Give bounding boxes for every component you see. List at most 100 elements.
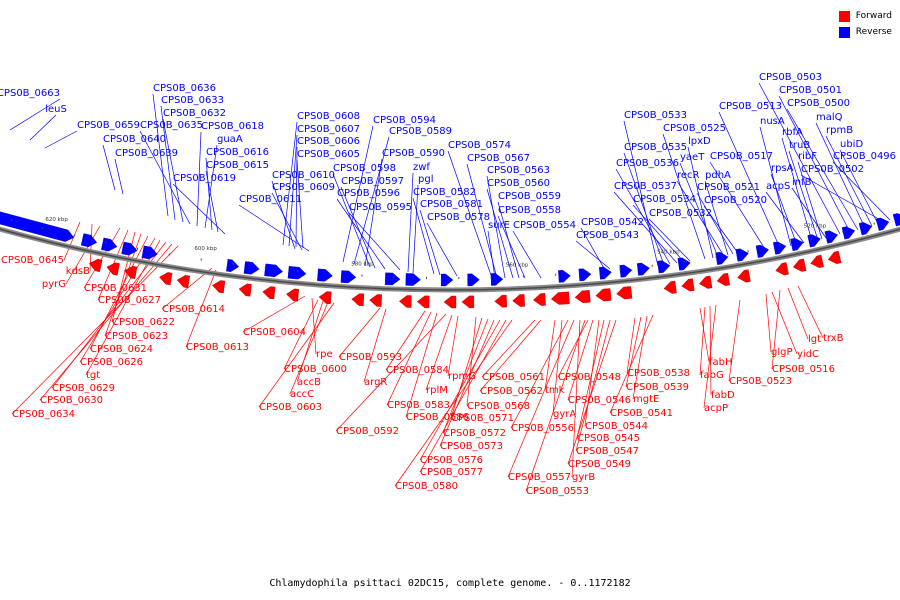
gene-label-cps0b-0561: CPS0B_0561 [482, 372, 545, 383]
gene-leader-line [271, 192, 303, 251]
reverse-gene [790, 238, 804, 252]
ruler-tick [42, 227, 44, 230]
ruler-tick [873, 222, 875, 225]
gene-label-cps0b-0577: CPS0B_0577 [420, 467, 483, 478]
ruler-tick [361, 274, 363, 277]
gene-leader-line [89, 235, 149, 350]
gene-leader-line [204, 144, 218, 229]
gene-leader-line [407, 172, 414, 273]
gene-label-tmk: tmk [545, 385, 565, 396]
gene-label-cps0b-0538: CPS0B_0538 [627, 368, 690, 379]
reverse-gene [80, 233, 98, 248]
reverse-gene [773, 241, 787, 255]
forward-gene [792, 258, 807, 272]
gene-label-tgt: tgt [86, 370, 100, 381]
gene-leader-line [609, 314, 654, 414]
gene-leader-line [196, 131, 202, 227]
gene-leader-line [497, 215, 526, 279]
gene-leader-line [419, 319, 507, 473]
gene-label-cps0b-0496: CPS0B_0496 [833, 151, 896, 162]
forward-gene [318, 291, 332, 305]
gene-label-rpsa: rpsA [771, 163, 794, 174]
gene-label-cps0b-0542: CPS0B_0542 [581, 217, 644, 228]
gene-leader-line [797, 285, 824, 339]
gene-label-cps0b-0567: CPS0B_0567 [467, 153, 530, 164]
gene-label-cps0b-0584: CPS0B_0584 [386, 365, 449, 376]
gene-label-cps0b-0623: CPS0B_0623 [105, 331, 168, 342]
gene-leader-line [363, 308, 387, 383]
forward-gene [399, 295, 412, 308]
gene-label-cps0b-0545: CPS0B_0545 [577, 433, 640, 444]
gene-label-cps0b-0593: CPS0B_0593 [339, 352, 402, 363]
ruler-tick [683, 260, 685, 263]
gene-label-cps0b-0513: CPS0B_0513 [719, 101, 782, 112]
gene-label-cps0b-0624: CPS0B_0624 [90, 344, 153, 355]
gene-leader-line [39, 243, 173, 401]
gene-label-lgt: lgt [808, 334, 821, 345]
gene-label-cps0b-0532: CPS0B_0532 [649, 208, 712, 219]
gene-leader-line [348, 212, 401, 271]
gene-label-cps0b-0597: CPS0B_0597 [341, 176, 404, 187]
legend-reverse: Reverse [838, 24, 892, 40]
reverse-gene [467, 273, 480, 287]
gene-label-cps0b-0615: CPS0B_0615 [206, 160, 269, 171]
gene-label-cps0b-0556: CPS0B_0556 [511, 423, 574, 434]
gene-label-pyrg: pyrG [42, 279, 66, 290]
gene-label-fabd: fabD [711, 390, 735, 401]
legend-forward: Forward [838, 8, 892, 24]
reverse-gene [715, 251, 729, 265]
ruler-tick-label: 520 kbp [804, 224, 827, 230]
gene-leader-line [632, 204, 685, 263]
gene-leader-line [486, 175, 506, 279]
gene-leader-line [9, 98, 61, 131]
gene-label-cps0b-0563: CPS0B_0563 [487, 165, 550, 176]
gene-label-cps0b-0627: CPS0B_0627 [98, 295, 161, 306]
gene-leader-line [567, 319, 617, 465]
gene-leader-line [687, 146, 714, 259]
gene-label-cps0b-0576: CPS0B_0576 [420, 455, 483, 466]
gene-leader-line [525, 319, 586, 492]
gene-leader-line [771, 289, 781, 370]
gene-leader-line [340, 186, 376, 269]
gene-leader-line [338, 307, 381, 358]
forward-gene [810, 254, 824, 268]
gene-label-cps0b-0663: CPS0B_0663 [0, 88, 60, 99]
gene-leader-line [765, 293, 772, 353]
gene-leader-line [800, 174, 885, 223]
gene-label-fabh: fabH [709, 357, 733, 368]
reverse-gene [440, 273, 454, 287]
ruler-tick [11, 218, 13, 221]
forward-gene [286, 288, 300, 302]
forward-gene [159, 272, 173, 286]
gene-leader-line [788, 150, 819, 241]
reverse-gene [858, 222, 873, 236]
gene-leader-line [114, 158, 124, 195]
gene-label-cps0b-0581: CPS0B_0581 [420, 199, 483, 210]
gene-label-yaet: yaeT [680, 152, 705, 163]
gene-label-cps0b-0614: CPS0B_0614 [162, 304, 225, 315]
ruler-tick [842, 230, 844, 233]
legend-reverse-label: Reverse [855, 27, 892, 37]
ruler-tick [393, 276, 395, 279]
gene-leader-line [44, 130, 78, 149]
gene-label-cps0b-0607: CPS0B_0607 [297, 124, 360, 135]
gene-label-trub: truB [789, 140, 810, 151]
gene-label-rpmb: rpmB [826, 125, 853, 136]
gene-label-trxb: trxB [823, 333, 844, 344]
ruler-tick-label: 580 kbp [351, 262, 374, 268]
gene-leader-line [758, 82, 841, 235]
forward-gene [681, 278, 695, 292]
forward-gene [176, 275, 190, 289]
ruler-tick [232, 262, 234, 265]
gene-leader-line [102, 144, 116, 191]
gene-label-cps0b-0572: CPS0B_0572 [443, 428, 506, 439]
ruler-tick-label: 560 kbp [506, 263, 529, 269]
gene-label-rpe: rpe [316, 349, 333, 360]
gene-leader-line [353, 136, 390, 265]
gene-leader-line [709, 161, 766, 250]
gene-label-infb: infB [792, 177, 812, 188]
reverse-gene [892, 213, 900, 227]
gene-label-cps0b-0613: CPS0B_0613 [186, 342, 249, 353]
forward-gene [238, 283, 252, 297]
gene-label-cps0b-0571: CPS0B_0571 [451, 413, 514, 424]
